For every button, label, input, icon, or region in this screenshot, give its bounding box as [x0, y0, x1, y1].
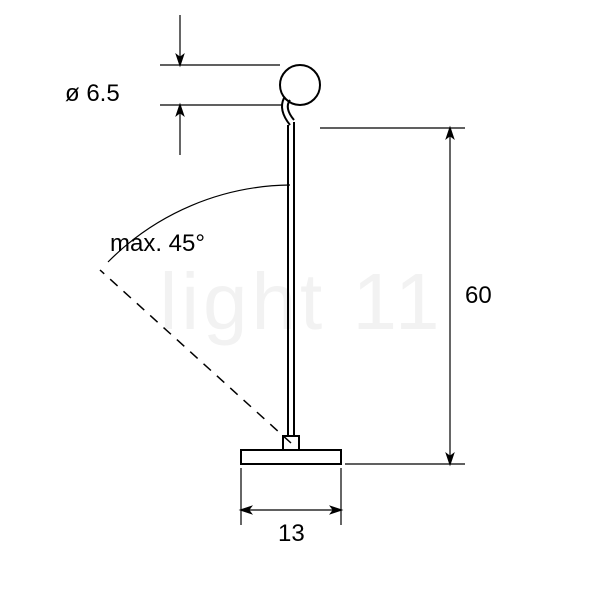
angle-dashed-line	[100, 270, 291, 443]
label-angle: max. 45°	[110, 230, 205, 258]
lamp-head	[280, 65, 320, 105]
label-diameter: ø 6.5	[65, 80, 120, 108]
label-base-width: 13	[278, 520, 305, 548]
label-height: 60	[465, 282, 492, 310]
lamp-base	[241, 450, 341, 464]
